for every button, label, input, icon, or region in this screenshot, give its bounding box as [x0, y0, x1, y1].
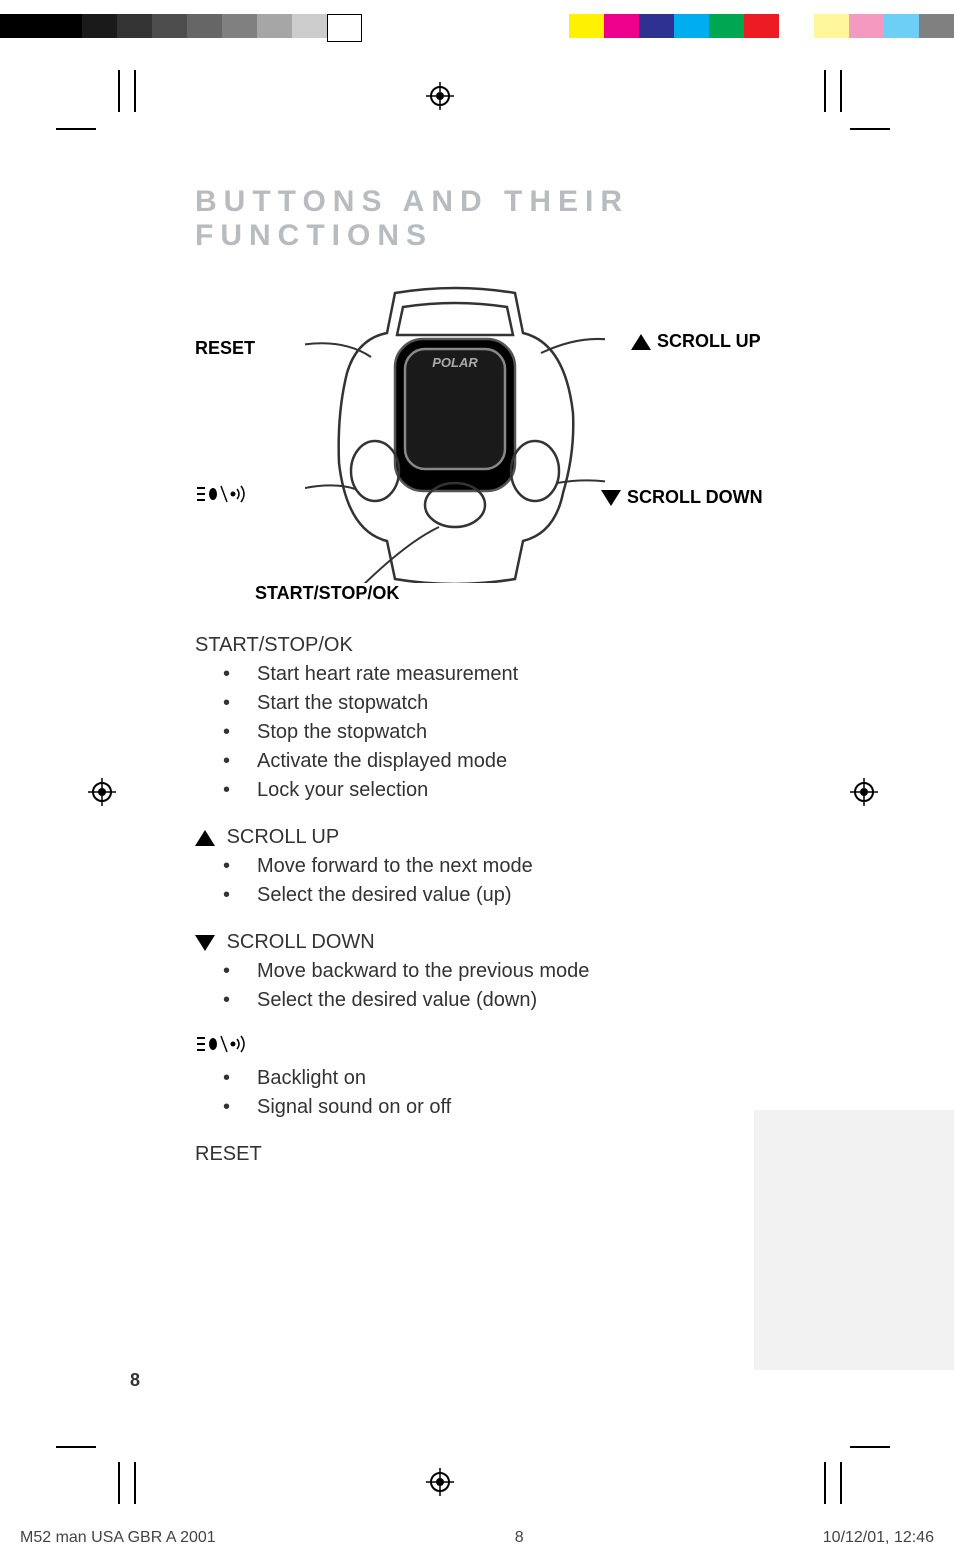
section-heading-text: RESET — [195, 1143, 262, 1165]
crop-mark — [118, 1462, 120, 1504]
color-swatch — [814, 14, 849, 38]
body-text: START/STOP/OK Start heart rate measuremen… — [195, 631, 835, 1169]
color-swatch — [779, 14, 814, 38]
footer-left: M52 man USA GBR A 2001 — [20, 1529, 216, 1547]
triangle-up-icon — [631, 334, 651, 350]
registration-mark-icon — [426, 82, 454, 110]
color-swatch — [569, 14, 604, 38]
list-item: Signal sound on or off — [223, 1093, 835, 1122]
color-swatch — [117, 14, 152, 38]
section-heading: RESET — [195, 1140, 835, 1169]
light-sound-icon — [195, 1033, 251, 1055]
list-item: Stop the stopwatch — [223, 718, 835, 747]
light-sound-icon — [195, 483, 251, 505]
section-list: Move forward to the next modeSelect the … — [223, 852, 835, 910]
section-list: Backlight onSignal sound on or off — [223, 1064, 835, 1122]
color-swatch — [82, 14, 117, 38]
list-item: Start heart rate measurement — [223, 660, 835, 689]
page-title: BUTTONS AND THEIR FUNCTIONS — [195, 185, 835, 253]
crop-mark — [824, 70, 826, 112]
crop-mark — [118, 70, 120, 112]
list-item: Lock your selection — [223, 776, 835, 805]
section-heading-text: SCROLL UP — [227, 826, 340, 848]
list-item: Activate the displayed mode — [223, 747, 835, 776]
label-reset: RESET — [195, 338, 255, 359]
label-scroll-down: SCROLL DOWN — [601, 487, 763, 508]
color-swatch — [709, 14, 744, 38]
color-bar-left — [0, 14, 362, 42]
section-heading-text: SCROLL DOWN — [227, 931, 375, 953]
section-heading: SCROLL UP — [195, 823, 835, 852]
color-swatch — [604, 14, 639, 38]
color-swatch — [884, 14, 919, 38]
triangle-down-icon — [195, 935, 215, 951]
watch-diagram: RESET SCROLL UP SCROLL DOWN START/STOP/O… — [195, 283, 835, 613]
section-heading: SCROLL DOWN — [195, 928, 835, 957]
list-item: Move backward to the previous mode — [223, 957, 835, 986]
footer-right: 10/12/01, 12:46 — [823, 1529, 934, 1547]
color-swatch — [744, 14, 779, 38]
list-item: Select the desired value (up) — [223, 881, 835, 910]
color-swatch — [257, 14, 292, 38]
crop-mark — [850, 1446, 890, 1448]
crop-mark — [824, 1462, 826, 1504]
page-content: BUTTONS AND THEIR FUNCTIONS RESET SCROLL… — [195, 185, 835, 1169]
color-swatch — [0, 14, 82, 38]
color-swatch — [919, 14, 954, 38]
page-number: 8 — [130, 1370, 140, 1391]
section-heading — [195, 1033, 835, 1064]
label-scroll-up: SCROLL UP — [631, 331, 761, 352]
crop-mark — [850, 128, 890, 130]
crop-mark — [840, 1462, 842, 1504]
section-heading: START/STOP/OK — [195, 631, 835, 660]
triangle-up-icon — [195, 830, 215, 846]
section-list: Move backward to the previous modeSelect… — [223, 957, 835, 1015]
label-start-stop: START/STOP/OK — [255, 583, 399, 604]
watch-illustration: POLAR — [305, 283, 605, 583]
color-swatch — [222, 14, 257, 38]
crop-mark — [56, 1446, 96, 1448]
registration-mark-icon — [850, 778, 878, 806]
color-swatch — [674, 14, 709, 38]
color-swatch — [152, 14, 187, 38]
color-swatch — [292, 14, 327, 38]
color-swatch — [187, 14, 222, 38]
registration-mark-icon — [88, 778, 116, 806]
section-heading-text: START/STOP/OK — [195, 634, 353, 656]
crop-mark — [134, 1462, 136, 1504]
color-swatch — [327, 14, 362, 42]
footer-center: 8 — [515, 1529, 524, 1547]
crop-mark — [134, 70, 136, 112]
color-swatch — [849, 14, 884, 38]
watch-brand-text: POLAR — [432, 355, 478, 370]
list-item: Move forward to the next mode — [223, 852, 835, 881]
color-bar-right — [569, 14, 954, 38]
list-item: Select the desired value (down) — [223, 986, 835, 1015]
footer: M52 man USA GBR A 2001 8 10/12/01, 12:46 — [20, 1529, 934, 1547]
color-swatch — [639, 14, 674, 38]
registration-mark-icon — [426, 1468, 454, 1496]
list-item: Backlight on — [223, 1064, 835, 1093]
crop-mark — [840, 70, 842, 112]
section-list: Start heart rate measurementStart the st… — [223, 660, 835, 805]
list-item: Start the stopwatch — [223, 689, 835, 718]
crop-mark — [56, 128, 96, 130]
